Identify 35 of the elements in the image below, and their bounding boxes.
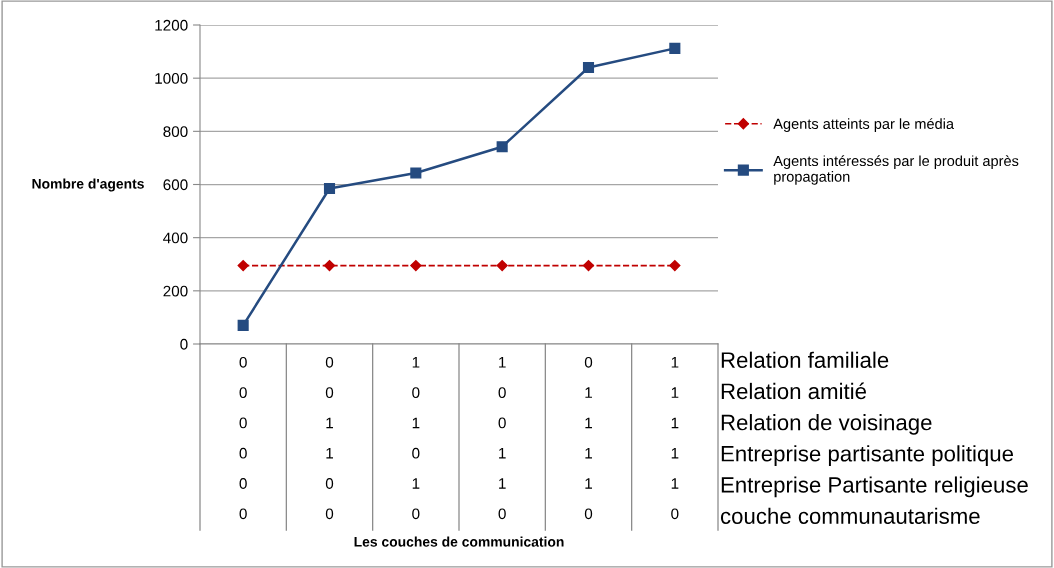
y-tick-label: 1200 [155,19,188,31]
point [496,141,508,153]
category-label: 1 0 0 1 1 0 [498,357,506,520]
y-tick-label: 400 [163,232,188,244]
point [496,259,508,272]
legend-label: Agents atteints par le média [773,118,955,132]
text: Relation amitié [721,382,866,400]
y-tick-label: 200 [163,285,188,297]
point [582,259,595,272]
y-tick-label: 600 [163,179,188,191]
text: Relation de voisinage [721,414,932,435]
text: Les couches de communication [354,536,564,547]
point [669,42,681,54]
point [323,182,336,195]
point [410,167,422,179]
point [582,61,595,74]
point [323,259,336,272]
text: Relation familiale [721,351,889,368]
point [669,259,681,272]
legend-label: Agents intéressés par le produit après propagation [773,155,1019,185]
y-tick-label: 0 [180,338,188,350]
category-label: 0 1 1 1 1 0 [584,356,593,520]
category-label: 1 0 1 0 1 0 [412,357,420,520]
text: couche communautarisme [720,507,980,524]
point [237,319,249,331]
point [410,259,422,272]
category-label: 1 1 1 1 1 0 [671,357,679,520]
category-label: 0 0 0 0 0 0 [239,356,247,520]
text: Entreprise Partisante religieuse [721,476,1028,498]
y-tick-label: 800 [163,126,188,138]
text: Entreprise partisante politique [721,445,1014,466]
y-axis-title: Nombre d'agents [32,178,144,192]
point [237,259,249,272]
y-tick-label: 1000 [155,73,188,84]
category-label: 0 0 1 1 0 0 [325,356,334,520]
